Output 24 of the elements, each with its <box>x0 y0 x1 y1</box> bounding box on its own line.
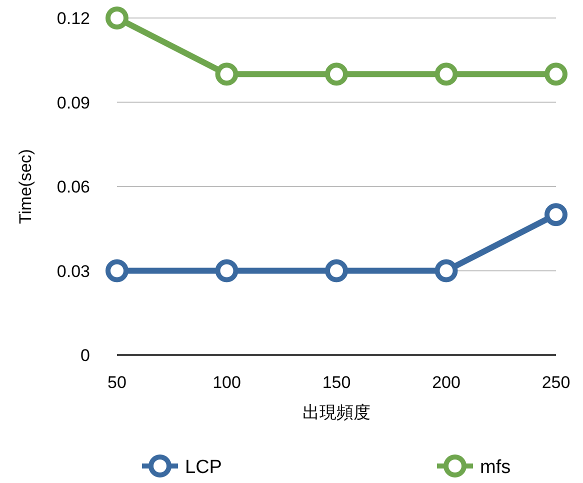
x-tick-label: 150 <box>322 373 351 392</box>
legend-label: LCP <box>185 457 222 478</box>
y-tick-label: 0 <box>80 346 90 365</box>
y-tick-label: 0.03 <box>56 262 90 281</box>
point <box>215 259 238 282</box>
point <box>544 203 568 226</box>
point <box>434 259 458 282</box>
point <box>325 259 348 282</box>
legend-label: mfs <box>480 457 511 478</box>
x-tick-label: 50 <box>108 373 126 392</box>
x-axis-title: 出現頻度 <box>302 403 370 422</box>
x-tick-label: 250 <box>542 373 570 392</box>
y-tick-label: 0.09 <box>56 93 90 112</box>
y-tick-label: 0.12 <box>56 9 90 28</box>
point <box>106 6 128 30</box>
point <box>325 62 348 86</box>
x-tick-label: 100 <box>212 373 241 392</box>
point <box>215 62 238 86</box>
x-tick-label: 200 <box>432 373 460 392</box>
point <box>544 62 568 86</box>
y-axis-title: Time(sec) <box>16 149 35 224</box>
point <box>106 259 128 282</box>
point <box>434 62 458 86</box>
y-tick-label: 0.06 <box>56 178 90 196</box>
